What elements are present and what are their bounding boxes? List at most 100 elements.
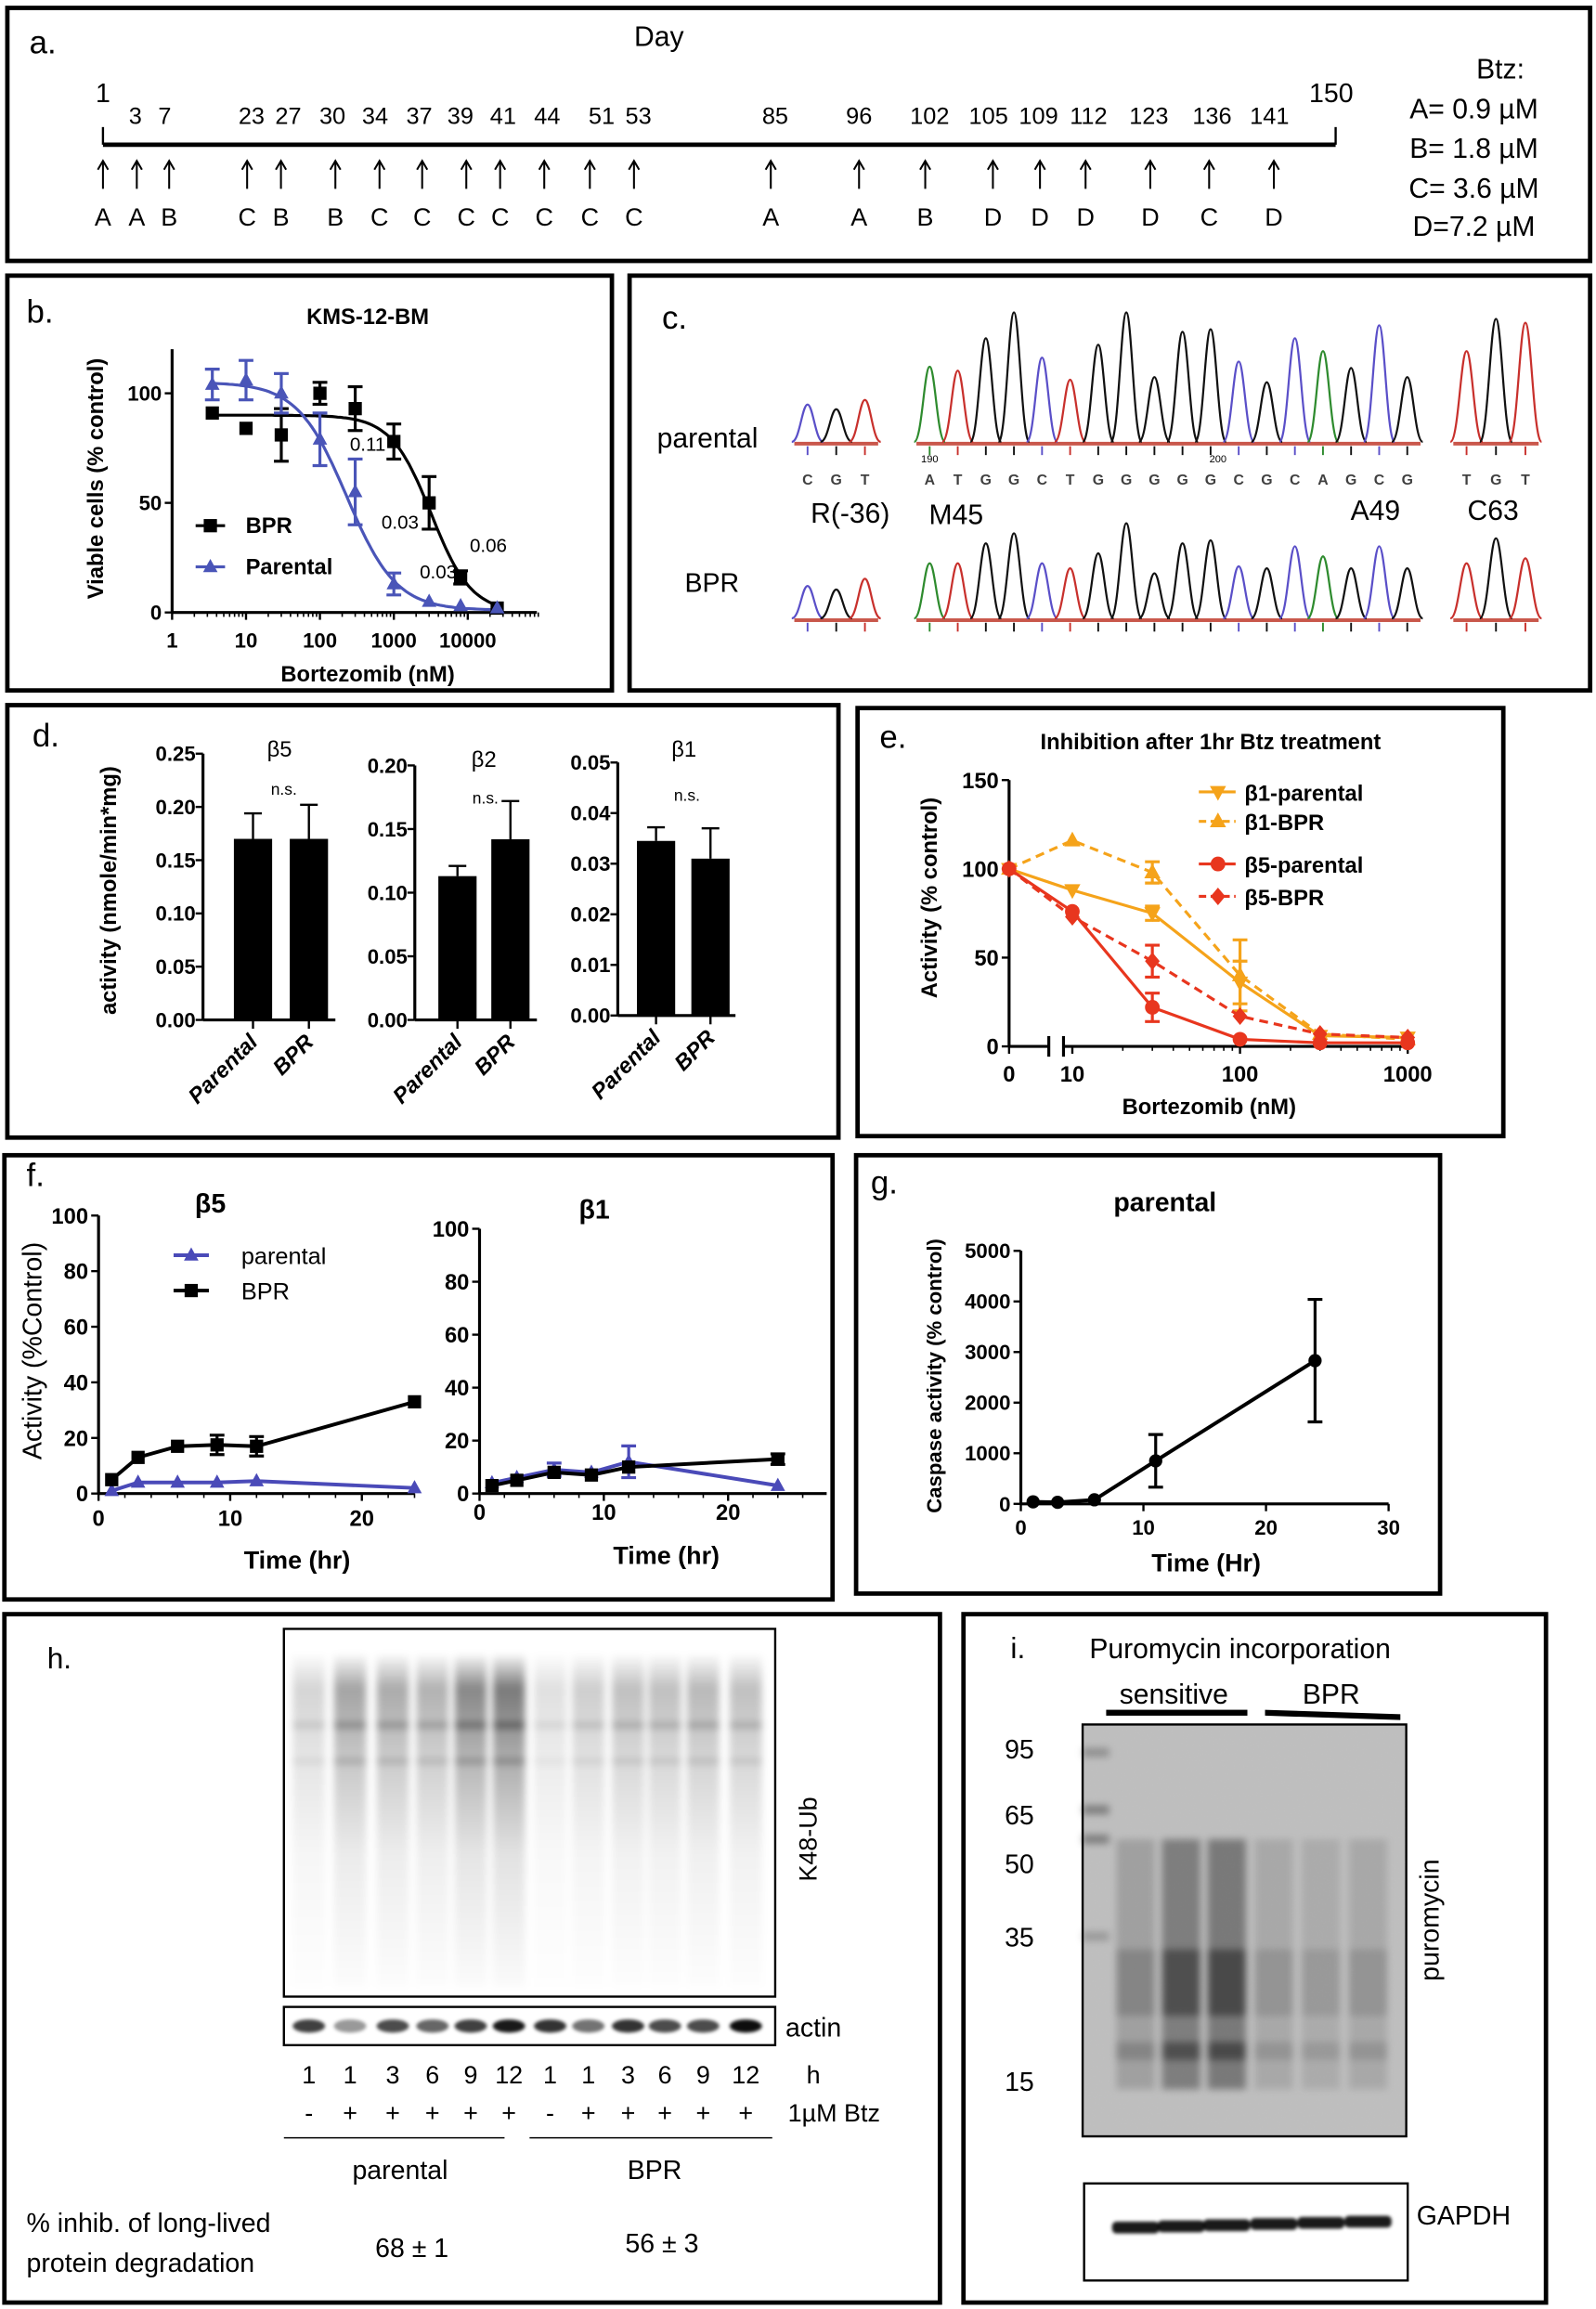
lane-treatment-label: + (425, 2099, 440, 2127)
triangle-down-marker (1064, 884, 1081, 900)
actin-band (729, 2019, 762, 2033)
peak (1306, 555, 1340, 620)
legend-label: β1-BPR (1244, 811, 1324, 836)
series-series-1 (485, 1452, 785, 1493)
blot-label: puromycin (1415, 1859, 1445, 1980)
ladder-band (1083, 1747, 1109, 1758)
dose-letter: D (1141, 203, 1159, 231)
significance-label: n.s. (674, 785, 700, 804)
residue-label: M45 (929, 500, 984, 531)
baseline (1453, 441, 1539, 446)
dose-legend-item: B= 1.8 µM (1409, 134, 1538, 164)
y-tick-label: 100 (962, 857, 999, 882)
peak (1334, 367, 1368, 444)
dose-arrow-icon (1079, 159, 1092, 189)
baseline (794, 441, 878, 446)
square-marker (584, 1468, 599, 1482)
circle-marker (1148, 1454, 1162, 1468)
triangle-marker (453, 598, 468, 612)
day-label: 141 (1250, 104, 1289, 130)
triangle-marker (184, 1247, 199, 1261)
base-letter: C (802, 473, 812, 488)
dose-letter: C (535, 203, 552, 231)
gapdh-band (1344, 2215, 1392, 2228)
series-line (1007, 867, 1408, 1040)
x-tick-label: 10 (1132, 1516, 1155, 1539)
category-label: BPR (470, 1030, 521, 1081)
y-tick-label: 60 (64, 1316, 88, 1341)
y-tick-label: 0.20 (156, 796, 196, 819)
peak (1278, 337, 1312, 444)
trace-parental (791, 311, 1543, 456)
panel-c (627, 273, 1593, 694)
series-series-0 (1026, 1298, 1323, 1510)
lane-hour-label: 1 (581, 2061, 595, 2089)
group-label: BPR (628, 2156, 682, 2186)
circle-marker (1026, 1495, 1040, 1509)
bar-chart-3: 0.00 0.01 0.02 0.03 0.04 0.05 Parental BPR β1 n.s… (570, 737, 736, 1105)
actin-band (492, 2019, 526, 2033)
diamond-marker (1065, 907, 1080, 926)
peak (1025, 357, 1059, 444)
dose-arrow-icon (1267, 159, 1280, 189)
diamond-marker (1232, 1007, 1248, 1026)
legend-label: β1-parental (1244, 781, 1363, 806)
x-tick-label: 10 (218, 1507, 242, 1532)
triangle-marker (386, 576, 402, 590)
dose-arrow-icon (852, 159, 865, 189)
triangle-marker (274, 385, 289, 399)
peak (1194, 328, 1227, 444)
y-tick-label: 5000 (965, 1239, 1010, 1263)
y-tick-label: 0.00 (570, 1005, 610, 1028)
square-marker (239, 422, 253, 435)
dose-arrow-icon (162, 159, 175, 189)
peak (1478, 537, 1513, 620)
significance-label: n.s. (473, 789, 499, 808)
peak (1508, 321, 1543, 444)
legend: parental BPR (173, 1244, 326, 1305)
group-label: parental (352, 2156, 448, 2186)
y-tick-label: 0.01 (570, 953, 610, 977)
y-tick-label: 4000 (965, 1291, 1010, 1314)
circle-marker (1145, 1000, 1161, 1015)
triangle-marker (1231, 966, 1249, 981)
square-marker (205, 406, 219, 420)
day-label: 96 (846, 104, 872, 130)
lane-treatment-label: + (463, 2099, 478, 2127)
sequencing-chromatogram: c. parental BPR C G T A T G G C T G G G G G C G C A G C G T G T 190… (657, 300, 1543, 632)
dose-arrow-icon (240, 159, 253, 189)
peak (913, 562, 947, 620)
circle-marker (1312, 1035, 1328, 1051)
dose-arrow-icon (416, 159, 429, 189)
baseline (916, 441, 1421, 446)
day-label: 1 (96, 79, 110, 109)
dose-arrow-icon (1033, 159, 1046, 189)
peak (1391, 376, 1424, 444)
dose-letter: C (625, 203, 642, 231)
subunit-title: β5 (267, 737, 292, 762)
peak (1449, 350, 1485, 444)
series-line (1008, 867, 1408, 1040)
diamond-marker (1001, 860, 1017, 878)
panel-h (2, 1612, 942, 2305)
day-label: 27 (275, 104, 301, 130)
base-letter: C (1290, 473, 1300, 488)
panel-label: i. (1010, 1631, 1025, 1665)
base-letter: C (1233, 473, 1243, 488)
day-label: 112 (1070, 104, 1107, 130)
circle-marker (1232, 1031, 1248, 1047)
dose-letter: C (238, 203, 255, 231)
panel-f (2, 1152, 836, 1602)
day-label: 51 (589, 104, 615, 130)
day-label: 3 (129, 104, 142, 130)
dose-letter: C (370, 203, 388, 231)
inhibition-value: 56 ± 3 (625, 2229, 698, 2259)
triangle-marker (1210, 812, 1226, 827)
loading-control-label: actin (785, 2013, 841, 2043)
dose-letter: B (917, 203, 934, 231)
actin-band (648, 2019, 681, 2033)
square-marker (408, 1394, 422, 1409)
gapdh-bands (1111, 2215, 1392, 2234)
